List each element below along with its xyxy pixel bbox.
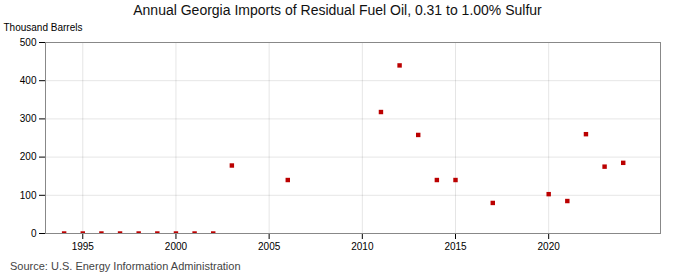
html-text:Annual Georgia Imports of Resi: Annual Georgia Imports of Residual Fuel …: [133, 2, 542, 18]
svg-text:300: 300: [20, 113, 37, 124]
svg-text:2015: 2015: [444, 241, 467, 252]
svg-text:100: 100: [20, 190, 37, 201]
svg-text:400: 400: [20, 75, 37, 86]
svg-text:2010: 2010: [351, 241, 374, 252]
svg-text:1995: 1995: [72, 241, 95, 252]
svg-text:2005: 2005: [258, 241, 281, 252]
svg-text:200: 200: [20, 151, 37, 162]
svg-text:2020: 2020: [538, 241, 561, 252]
svg-text:2000: 2000: [165, 241, 188, 252]
svg-text:500: 500: [20, 37, 37, 48]
svg-text:0: 0: [31, 228, 37, 239]
svg-text:Thousand Barrels: Thousand Barrels: [4, 22, 83, 33]
html-text:Source: U.S. Energy Informatio: Source: U.S. Energy Information Administ…: [10, 260, 241, 272]
